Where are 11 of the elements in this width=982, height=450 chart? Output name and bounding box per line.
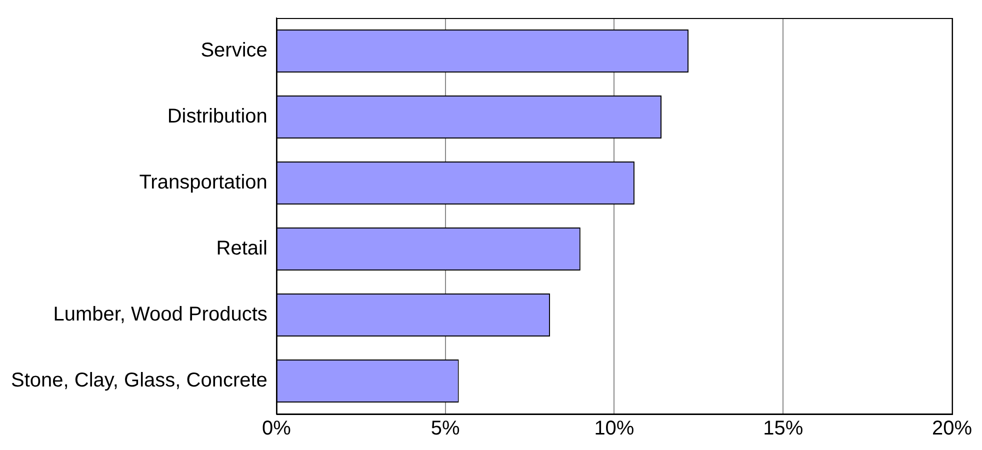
x-tick-label: 10% bbox=[594, 418, 634, 440]
x-tick-label: 0% bbox=[262, 418, 292, 440]
y-tick-label: Retail bbox=[216, 238, 268, 260]
y-tick-label: Lumber, Wood Products bbox=[53, 304, 268, 326]
x-tick-label: 5% bbox=[430, 418, 460, 440]
x-tick-label: 15% bbox=[763, 418, 804, 440]
y-tick-label: Transportation bbox=[139, 172, 268, 194]
y-tick-label: Stone, Clay, Glass, Concrete bbox=[11, 370, 268, 392]
y-tick-label: Service bbox=[200, 40, 268, 62]
y-tick-label: Distribution bbox=[167, 106, 268, 128]
x-tick-label: 20% bbox=[932, 418, 972, 440]
